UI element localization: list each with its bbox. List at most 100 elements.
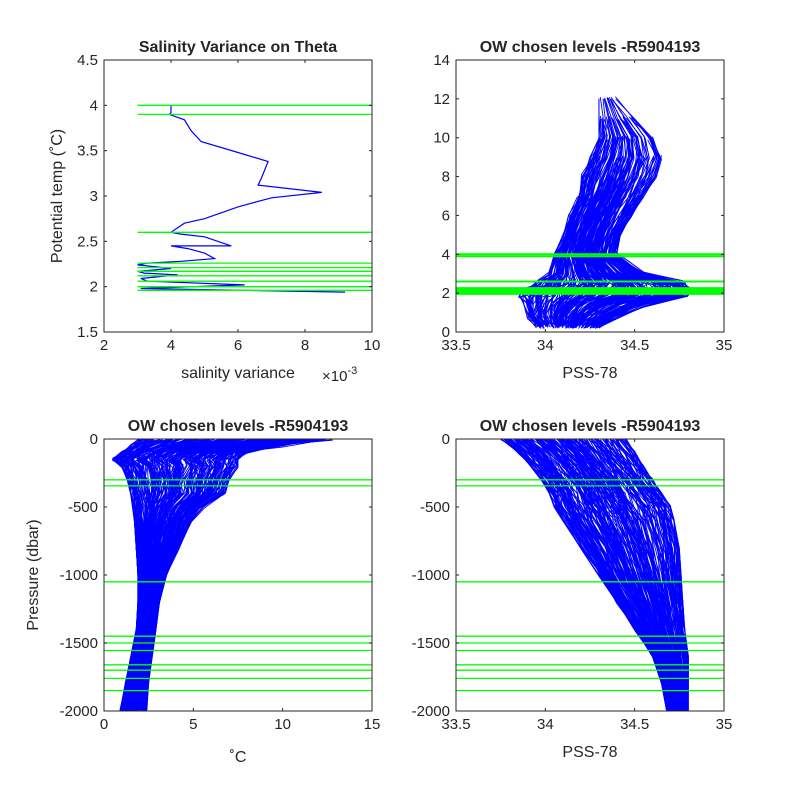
p4-profile-line [621, 439, 688, 711]
p2-ytick-label: 14 [433, 52, 450, 69]
p2-xtick-label: 34.5 [620, 337, 649, 354]
p1-ytick-label: 4 [90, 97, 98, 114]
p2-ticks: 33.5 34 34.5 35 0 2 4 6 8 10 12 14 [433, 52, 732, 354]
p3-ytick-label: 0 [90, 431, 98, 448]
p1-xtick-label: 8 [301, 337, 309, 354]
p3-xtick-label: 5 [189, 716, 197, 733]
p4-profile-line [602, 439, 685, 711]
p1-xtick-label: 2 [100, 337, 108, 354]
p2-ytick-label: 0 [442, 324, 450, 341]
p3-ylabel: Pressure (dbar) [25, 519, 42, 630]
p4-profile-line [625, 439, 689, 710]
p4-profile-line [544, 439, 674, 711]
p3-ytick-label: -1500 [60, 635, 98, 652]
p2-xlabel: PSS-78 [562, 365, 617, 382]
p2-profile-line [554, 120, 614, 326]
p1-ytick-label: 3.5 [77, 143, 98, 160]
p4-xtick-label: 34.5 [620, 716, 649, 733]
panel-theta-salinity: 33.5 34 34.5 35 0 2 4 6 8 10 12 14 OW chosen levels… [433, 39, 732, 382]
p1-levels [137, 104, 372, 291]
p1-ytick-label: 2 [90, 279, 98, 296]
p4-profile-line [525, 439, 671, 711]
p4-profile-line [508, 439, 670, 711]
p3-profile-line [128, 439, 205, 710]
p2-ytick-label: 4 [442, 246, 450, 263]
p1-xtick-label: 10 [364, 337, 381, 354]
p3-xlabel: ˚C [230, 749, 247, 766]
p4-profile-line [521, 439, 671, 711]
p4-xtick-label: 34 [537, 716, 554, 733]
p4-profile-line [604, 439, 685, 710]
p4-profile-line [559, 439, 679, 711]
p1-xtick-label: 4 [167, 337, 175, 354]
p4-levels [456, 479, 724, 692]
p4-ticks: 33.5 34 34.5 35 -2000 -1500 -1000 -500 0 [412, 431, 733, 733]
p4-profile-line [540, 439, 676, 711]
p1-ytick-label: 2.5 [77, 233, 98, 250]
p2-ytick-label: 6 [442, 207, 450, 224]
p3-ytick-label: -2000 [60, 703, 98, 720]
p4-xtick-label: 33.5 [441, 716, 470, 733]
p2-profile-line [526, 139, 601, 328]
p2-xtick-label: 33.5 [441, 337, 470, 354]
p3-xtick-label: 0 [100, 716, 108, 733]
p3-profile-line [134, 439, 260, 711]
p4-profile-line [550, 439, 677, 711]
p2-ytick-label: 12 [433, 91, 450, 108]
p4-title: OW chosen levels -R5904193 [480, 418, 701, 435]
p2-axes-box [455, 59, 725, 333]
p2-ytick-label: 2 [442, 285, 450, 302]
p4-profile-line [550, 439, 675, 711]
p4-profile-line [548, 439, 676, 711]
p2-profile-line [593, 176, 670, 325]
p1-x-exponent-power: -3 [347, 365, 357, 377]
p4-profile-line [588, 439, 683, 711]
p2-profile-line [542, 137, 610, 325]
p4-ytick-label: 0 [442, 431, 450, 448]
p4-profile-line [587, 439, 683, 711]
p1-xtick-label: 6 [234, 337, 242, 354]
panel-salinity-variance: 2 4 6 8 101.522.533.544.5 Salinity Variance … [49, 39, 380, 385]
p4-profile-line [574, 439, 682, 711]
p1-ylabel: Potential temp (˚C) [49, 129, 66, 263]
p2-ytick-label: 8 [442, 169, 450, 186]
p2-profile-line [577, 98, 648, 325]
p3-profile-line [125, 439, 172, 711]
p2-profile-line [538, 138, 607, 326]
p2-profile-line [594, 139, 682, 329]
p2-profile-line [537, 137, 603, 326]
p1-x-exponent: ×10-3 [322, 365, 357, 385]
p4-ytick-label: -500 [420, 499, 450, 516]
p4-profile-line [567, 439, 678, 711]
p4-profile-line [596, 439, 683, 711]
p2-profile-line [569, 158, 623, 327]
p2-xtick-label: 34 [537, 337, 554, 354]
p4-profile-line [618, 439, 688, 711]
p4-ytick-label: -1000 [412, 567, 450, 584]
p4-xtick-label: 35 [716, 716, 733, 733]
p2-title: OW chosen levels -R5904193 [480, 39, 701, 56]
p2-profile-line [572, 175, 625, 329]
p1-curves [137, 105, 346, 293]
p4-profile-line [575, 439, 681, 711]
panel-temperature-pressure: 0 5 10 15 -2000 -1500 -1000 -500 0 OW chosen lev… [25, 418, 380, 766]
p4-ytick-label: -1500 [412, 635, 450, 652]
p3-ticks: 0 5 10 15 -2000 -1500 -1000 -500 0 [60, 431, 381, 733]
p1-ticks: 2 4 6 8 101.522.533.544.5 [77, 52, 380, 354]
p2-levels [456, 253, 724, 295]
p2-profile-line [522, 97, 606, 325]
p1-x-exponent-base: ×10 [322, 368, 347, 385]
p3-xtick-label: 15 [364, 716, 381, 733]
p3-ytick-label: -500 [68, 499, 98, 516]
p2-profile-line [517, 174, 584, 327]
p3-ytick-label: -1000 [60, 567, 98, 584]
p4-profile-line [565, 439, 679, 711]
p4-profile-line [615, 439, 688, 711]
p1-ytick-label: 3 [90, 188, 98, 205]
p4-xlabel: PSS-78 [562, 744, 617, 761]
p3-xtick-label: 10 [274, 716, 291, 733]
p4-profile-line [510, 439, 669, 711]
p1-xlabel: salinity variance [181, 365, 295, 382]
panel-salinity-pressure: 33.5 34 34.5 35 -2000 -1500 -1000 -500 0 OW chos… [412, 418, 733, 761]
